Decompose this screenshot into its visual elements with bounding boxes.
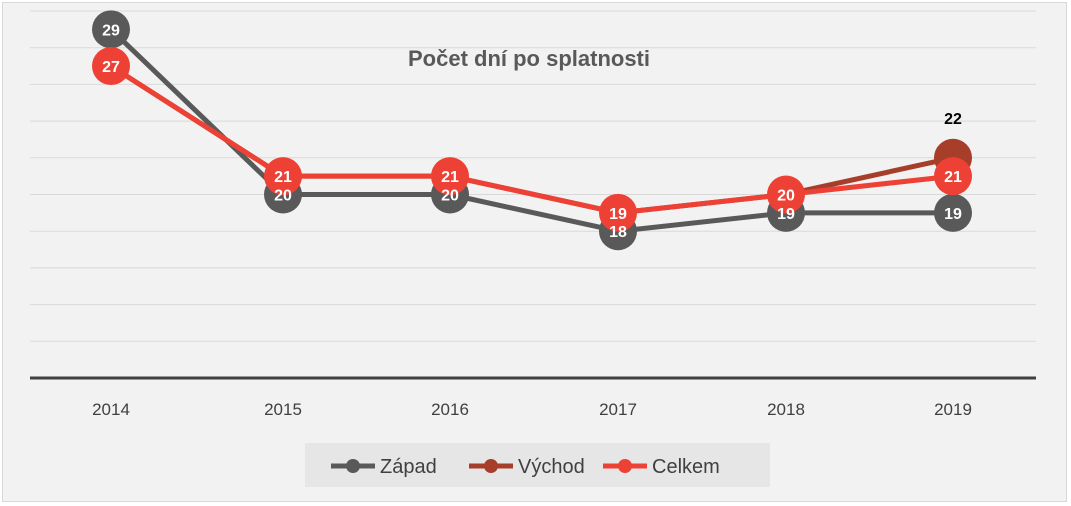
x-tick-label: 2014 (92, 400, 130, 419)
legend-marker (346, 459, 360, 473)
data-label: 18 (609, 224, 627, 241)
x-tick-label: 2017 (599, 400, 637, 419)
legend-marker (484, 459, 498, 473)
data-point (431, 157, 469, 196)
data-label: 21 (274, 169, 292, 186)
data-point (599, 193, 637, 232)
legend-label: Východ (518, 456, 585, 478)
x-tick-label: 2016 (431, 400, 469, 419)
series-line-Západ (109, 27, 953, 234)
series-line-Celkem (109, 63, 954, 216)
legend-marker (618, 459, 632, 473)
data-label: 19 (944, 206, 962, 223)
legend: Západ Východ Celkem (305, 443, 770, 487)
data-point (767, 175, 805, 214)
data-point (264, 157, 302, 196)
legend-background (305, 443, 770, 487)
data-point (934, 193, 972, 232)
data-label: 21 (944, 169, 962, 186)
data-point (934, 157, 972, 196)
chart-title: Počet dní po splatnosti (408, 46, 650, 71)
data-label: 19 (609, 206, 627, 223)
data-point (92, 10, 130, 49)
data-point (92, 47, 130, 86)
data-label: 19 (777, 206, 795, 223)
series-markers (92, 10, 972, 251)
x-tick-label: 2015 (264, 400, 302, 419)
data-label: 22 (944, 111, 962, 128)
line-chart: Počet dní po splatnosti 2014 2015 2016 2017… (30, 10, 1036, 487)
legend-label: Celkem (652, 456, 720, 478)
x-axis-tick-labels: 2014 2015 2016 2017 2018 2019 (92, 400, 972, 419)
data-label: 29 (102, 22, 120, 39)
x-tick-label: 2018 (767, 400, 805, 419)
x-tick-label: 2019 (934, 400, 972, 419)
series-lines (109, 27, 954, 234)
data-label: 20 (777, 188, 795, 205)
legend-label: Západ (380, 456, 437, 478)
data-label: 21 (441, 169, 459, 186)
data-label: 20 (274, 188, 292, 205)
data-label: 20 (441, 188, 459, 205)
data-label: 27 (102, 59, 120, 76)
